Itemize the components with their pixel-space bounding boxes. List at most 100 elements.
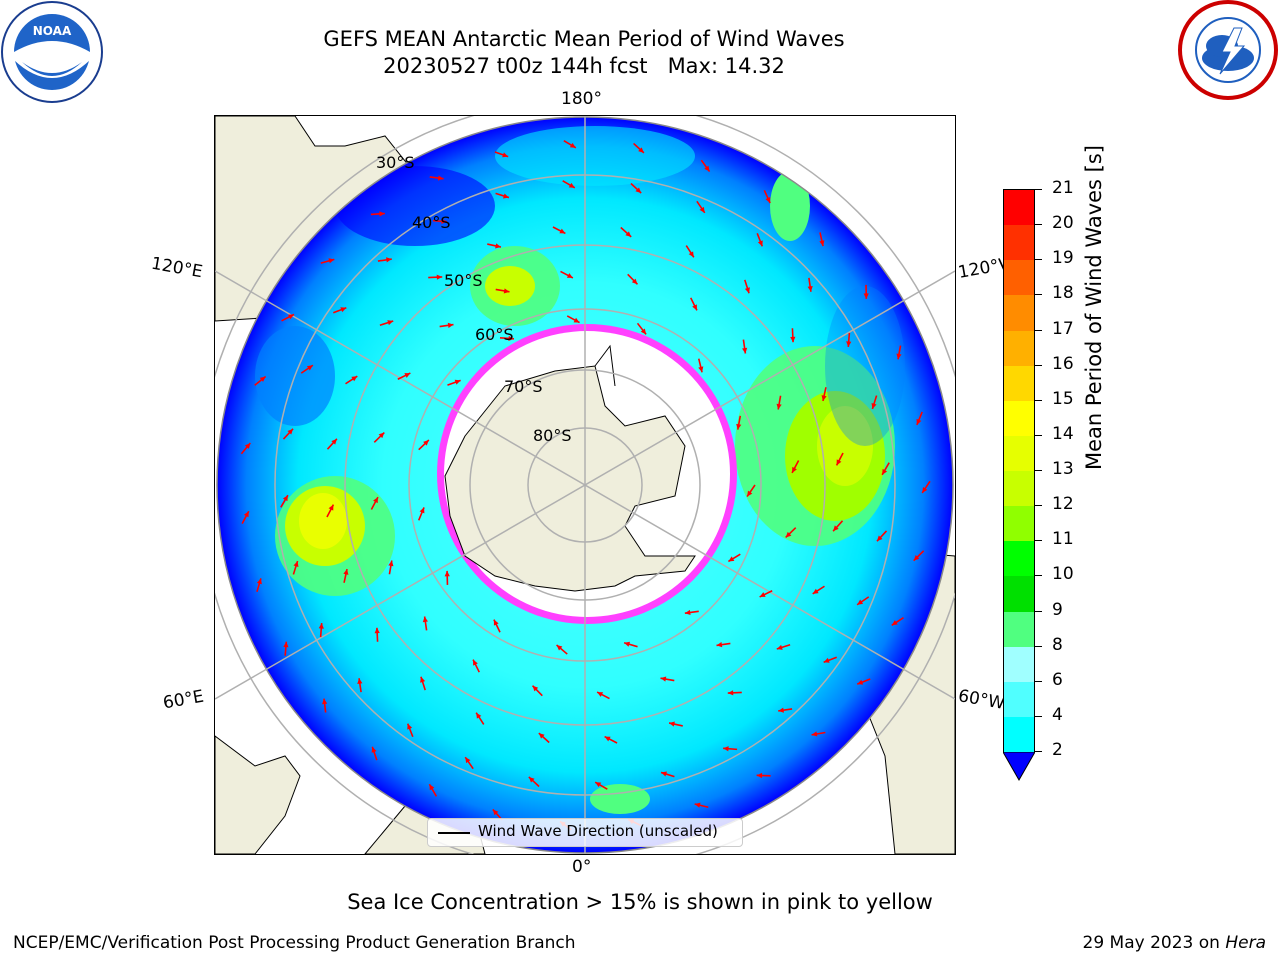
colorbar-tick-mark bbox=[1034, 329, 1042, 331]
colorbar-tick-label: 20 bbox=[1052, 213, 1074, 234]
colorbar-tick-label: 14 bbox=[1052, 423, 1074, 444]
noaa-logo: NOAA bbox=[0, 0, 104, 104]
lon-label-lower-left: 60°E bbox=[161, 686, 206, 714]
wind-wave-arrowhead bbox=[807, 286, 813, 292]
wind-wave-arrowhead bbox=[328, 504, 334, 511]
wind-wave-arrowhead bbox=[684, 609, 691, 616]
wind-wave-arrowhead bbox=[785, 531, 792, 538]
wind-wave-arrowhead bbox=[916, 418, 922, 425]
wind-wave-arrowhead bbox=[913, 554, 920, 561]
wind-wave-arrowhead bbox=[604, 736, 611, 742]
colorbar-tick-label: 9 bbox=[1052, 599, 1063, 620]
wind-wave-arrowhead bbox=[704, 165, 710, 172]
wind-wave-arrowhead bbox=[556, 644, 563, 651]
wind-wave-arrowhead bbox=[429, 784, 435, 791]
wind-wave-arrowhead bbox=[503, 288, 510, 294]
wind-wave-arrowhead bbox=[728, 556, 735, 562]
wind-wave-arrowhead bbox=[328, 258, 335, 264]
colorbar-tick-mark bbox=[1034, 715, 1042, 717]
wind-wave-arrowhead bbox=[597, 692, 604, 697]
colorbar-segment bbox=[1004, 611, 1034, 648]
wind-wave-arrowhead bbox=[736, 423, 742, 430]
wind-wave-arrowhead bbox=[465, 757, 471, 764]
wind-wave-arrowhead bbox=[283, 641, 289, 648]
colorbar-tick-mark bbox=[1034, 224, 1042, 226]
wind-wave-arrowhead bbox=[502, 193, 509, 199]
svg-text:NOAA: NOAA bbox=[33, 24, 72, 38]
chart-subtitle: 20230527 t00z 144h fcst Max: 14.32 bbox=[383, 54, 785, 78]
wind-wave-arrowhead bbox=[857, 679, 864, 685]
wind-wave-arrowhead bbox=[476, 712, 482, 719]
colorbar-tick-label: 16 bbox=[1052, 353, 1074, 374]
footer-date: 29 May 2023 on Hera bbox=[1083, 933, 1267, 953]
colorbar-segment bbox=[1004, 435, 1034, 472]
wind-wave-arrowhead bbox=[422, 616, 428, 623]
wind-wave-arrowhead bbox=[625, 231, 632, 237]
wind-wave-arrowhead bbox=[407, 723, 413, 730]
colorbar-label: Mean Period of Wind Waves [s] bbox=[1082, 145, 1106, 470]
wind-wave-arrowhead bbox=[660, 676, 667, 682]
wind-wave-arrowhead bbox=[876, 535, 883, 542]
wind-wave-arrowhead bbox=[638, 147, 644, 153]
colorbar-tick-label: 4 bbox=[1052, 704, 1063, 725]
sea-ice-caption: Sea Ice Concentration > 15% is shown in … bbox=[347, 890, 933, 914]
wind-wave-arrowhead bbox=[322, 698, 328, 705]
colorbar-segment bbox=[1004, 471, 1034, 507]
wind-wave-arrowhead bbox=[502, 152, 509, 158]
wind-wave-arrowhead bbox=[812, 588, 819, 594]
colorbar-segment bbox=[1004, 225, 1034, 261]
colorbar-tick-label: 11 bbox=[1052, 529, 1074, 550]
wind-wave-arrowhead bbox=[891, 620, 898, 626]
wind-wave-arrowhead bbox=[624, 641, 631, 647]
wind-wave-arrowhead bbox=[836, 459, 842, 466]
wind-wave-arrowhead bbox=[528, 776, 535, 783]
colorbar-tick-mark bbox=[1034, 505, 1042, 507]
wind-wave-arrowhead bbox=[744, 287, 750, 294]
wind-wave-arrowhead bbox=[379, 211, 385, 217]
colorbar-segment bbox=[1004, 365, 1034, 402]
legend-label: Wind Wave Direction (unscaled) bbox=[478, 822, 718, 840]
colorbar-tick-mark bbox=[1034, 645, 1042, 647]
wind-wave-arrowhead bbox=[811, 731, 818, 737]
lat-label-80s: 80°S bbox=[533, 426, 572, 445]
wind-wave-arrowhead bbox=[532, 685, 539, 692]
lat-label-60s: 60°S bbox=[475, 325, 514, 344]
wind-wave-arrowhead bbox=[640, 328, 647, 335]
lon-label-lower-right: 60°W bbox=[956, 686, 1007, 714]
colorbar-tick-mark bbox=[1034, 434, 1042, 436]
wind-wave-arrowhead bbox=[243, 511, 249, 518]
colorbar-tick-mark bbox=[1034, 540, 1042, 542]
wind-wave-arrowhead bbox=[423, 439, 429, 446]
wind-wave-arrowhead bbox=[454, 379, 461, 385]
colorbar-segment bbox=[1004, 681, 1034, 718]
wind-wave-arrowhead bbox=[244, 442, 251, 449]
wind-wave-arrowhead bbox=[492, 809, 499, 816]
wind-wave-arrowhead bbox=[569, 142, 576, 148]
wind-wave-arrowhead bbox=[568, 182, 575, 188]
colorbar-tick-label: 17 bbox=[1052, 318, 1074, 339]
lat-label-70s: 70°S bbox=[504, 377, 543, 396]
africa-land bbox=[215, 735, 301, 854]
wind-wave-arrowhead bbox=[437, 175, 444, 181]
colorbar-tick-label: 12 bbox=[1052, 494, 1074, 515]
nws-logo bbox=[1178, 0, 1278, 100]
wind-wave-arrowhead bbox=[846, 341, 852, 347]
wind-wave-arrowhead bbox=[723, 746, 729, 752]
wind-wave-arrowhead bbox=[419, 507, 425, 514]
wind-wave-arrowhead bbox=[757, 240, 763, 247]
wind-wave-arrowhead bbox=[386, 257, 392, 263]
wind-wave-arrowhead bbox=[792, 466, 797, 473]
antarctica-land bbox=[444, 365, 696, 592]
wind-wave-arrowhead bbox=[378, 432, 385, 439]
wind-wave-arrowhead bbox=[538, 733, 545, 739]
colorbar-tick-mark bbox=[1034, 751, 1042, 752]
colorbar-tick-mark bbox=[1034, 610, 1042, 612]
wind-wave-arrowhead bbox=[288, 314, 295, 320]
wind-wave-arrowhead bbox=[293, 561, 299, 568]
colorbar-tick-mark bbox=[1034, 470, 1042, 471]
colorbar-tick-mark bbox=[1034, 399, 1042, 401]
colorbar-tick-mark bbox=[1034, 680, 1042, 682]
colorbar-segment bbox=[1004, 190, 1034, 226]
wind-wave-arrowhead bbox=[742, 347, 748, 354]
wind-wave-arrowhead bbox=[566, 273, 573, 278]
